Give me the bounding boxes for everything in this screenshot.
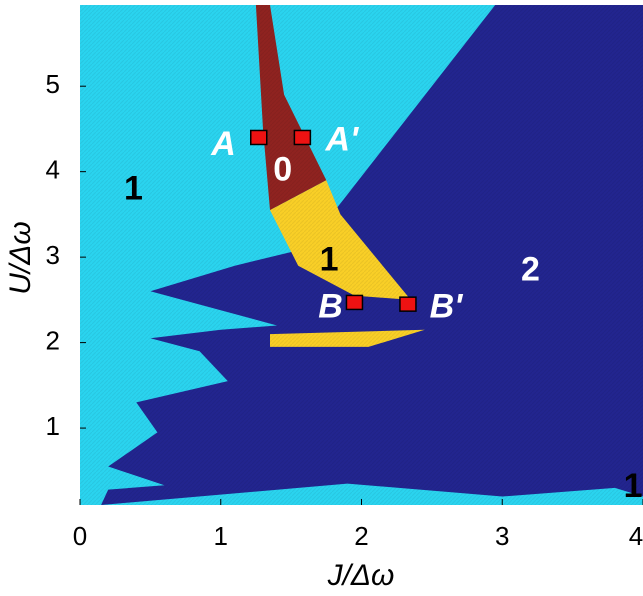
x-tick-label-1: 1 (214, 521, 228, 551)
y-axis: 1 2 3 4 5 (46, 69, 86, 441)
point-label-0: A (210, 125, 236, 163)
x-tick-label-3: 3 (495, 521, 509, 551)
x-tick-label-0: 0 (73, 521, 87, 551)
x-axis-label: J/Δω (327, 559, 395, 592)
point-label-3: B' (430, 287, 465, 325)
region-label-0: 1 (124, 169, 143, 207)
marker-A-prime (293, 129, 312, 146)
point-label-1: A' (324, 121, 360, 159)
plot-area: 1 0 1 2 1 A A' B B' (80, 5, 643, 505)
region-label-3: 2 (521, 251, 540, 289)
y-tick-label-3: 4 (46, 155, 60, 185)
marker-B-prime (399, 296, 417, 312)
texture-overlay (80, 5, 643, 505)
region-label-4: 1 (624, 467, 643, 505)
x-tick-label-4: 4 (629, 521, 643, 551)
y-tick-label-1: 2 (46, 325, 60, 355)
region-label-2: 1 (320, 240, 339, 278)
x-axis: 0 1 2 3 4 (73, 499, 643, 551)
marker-B (345, 294, 364, 311)
y-tick-label-0: 1 (46, 411, 60, 441)
point-label-2: B (318, 287, 343, 325)
y-tick-label-2: 3 (46, 240, 60, 270)
y-axis-label: U/Δω (4, 221, 37, 295)
x-tick-label-2: 2 (354, 521, 368, 551)
y-tick-label-4: 5 (46, 69, 60, 99)
marker-A (250, 129, 268, 146)
region-label-1: 0 (273, 151, 292, 189)
